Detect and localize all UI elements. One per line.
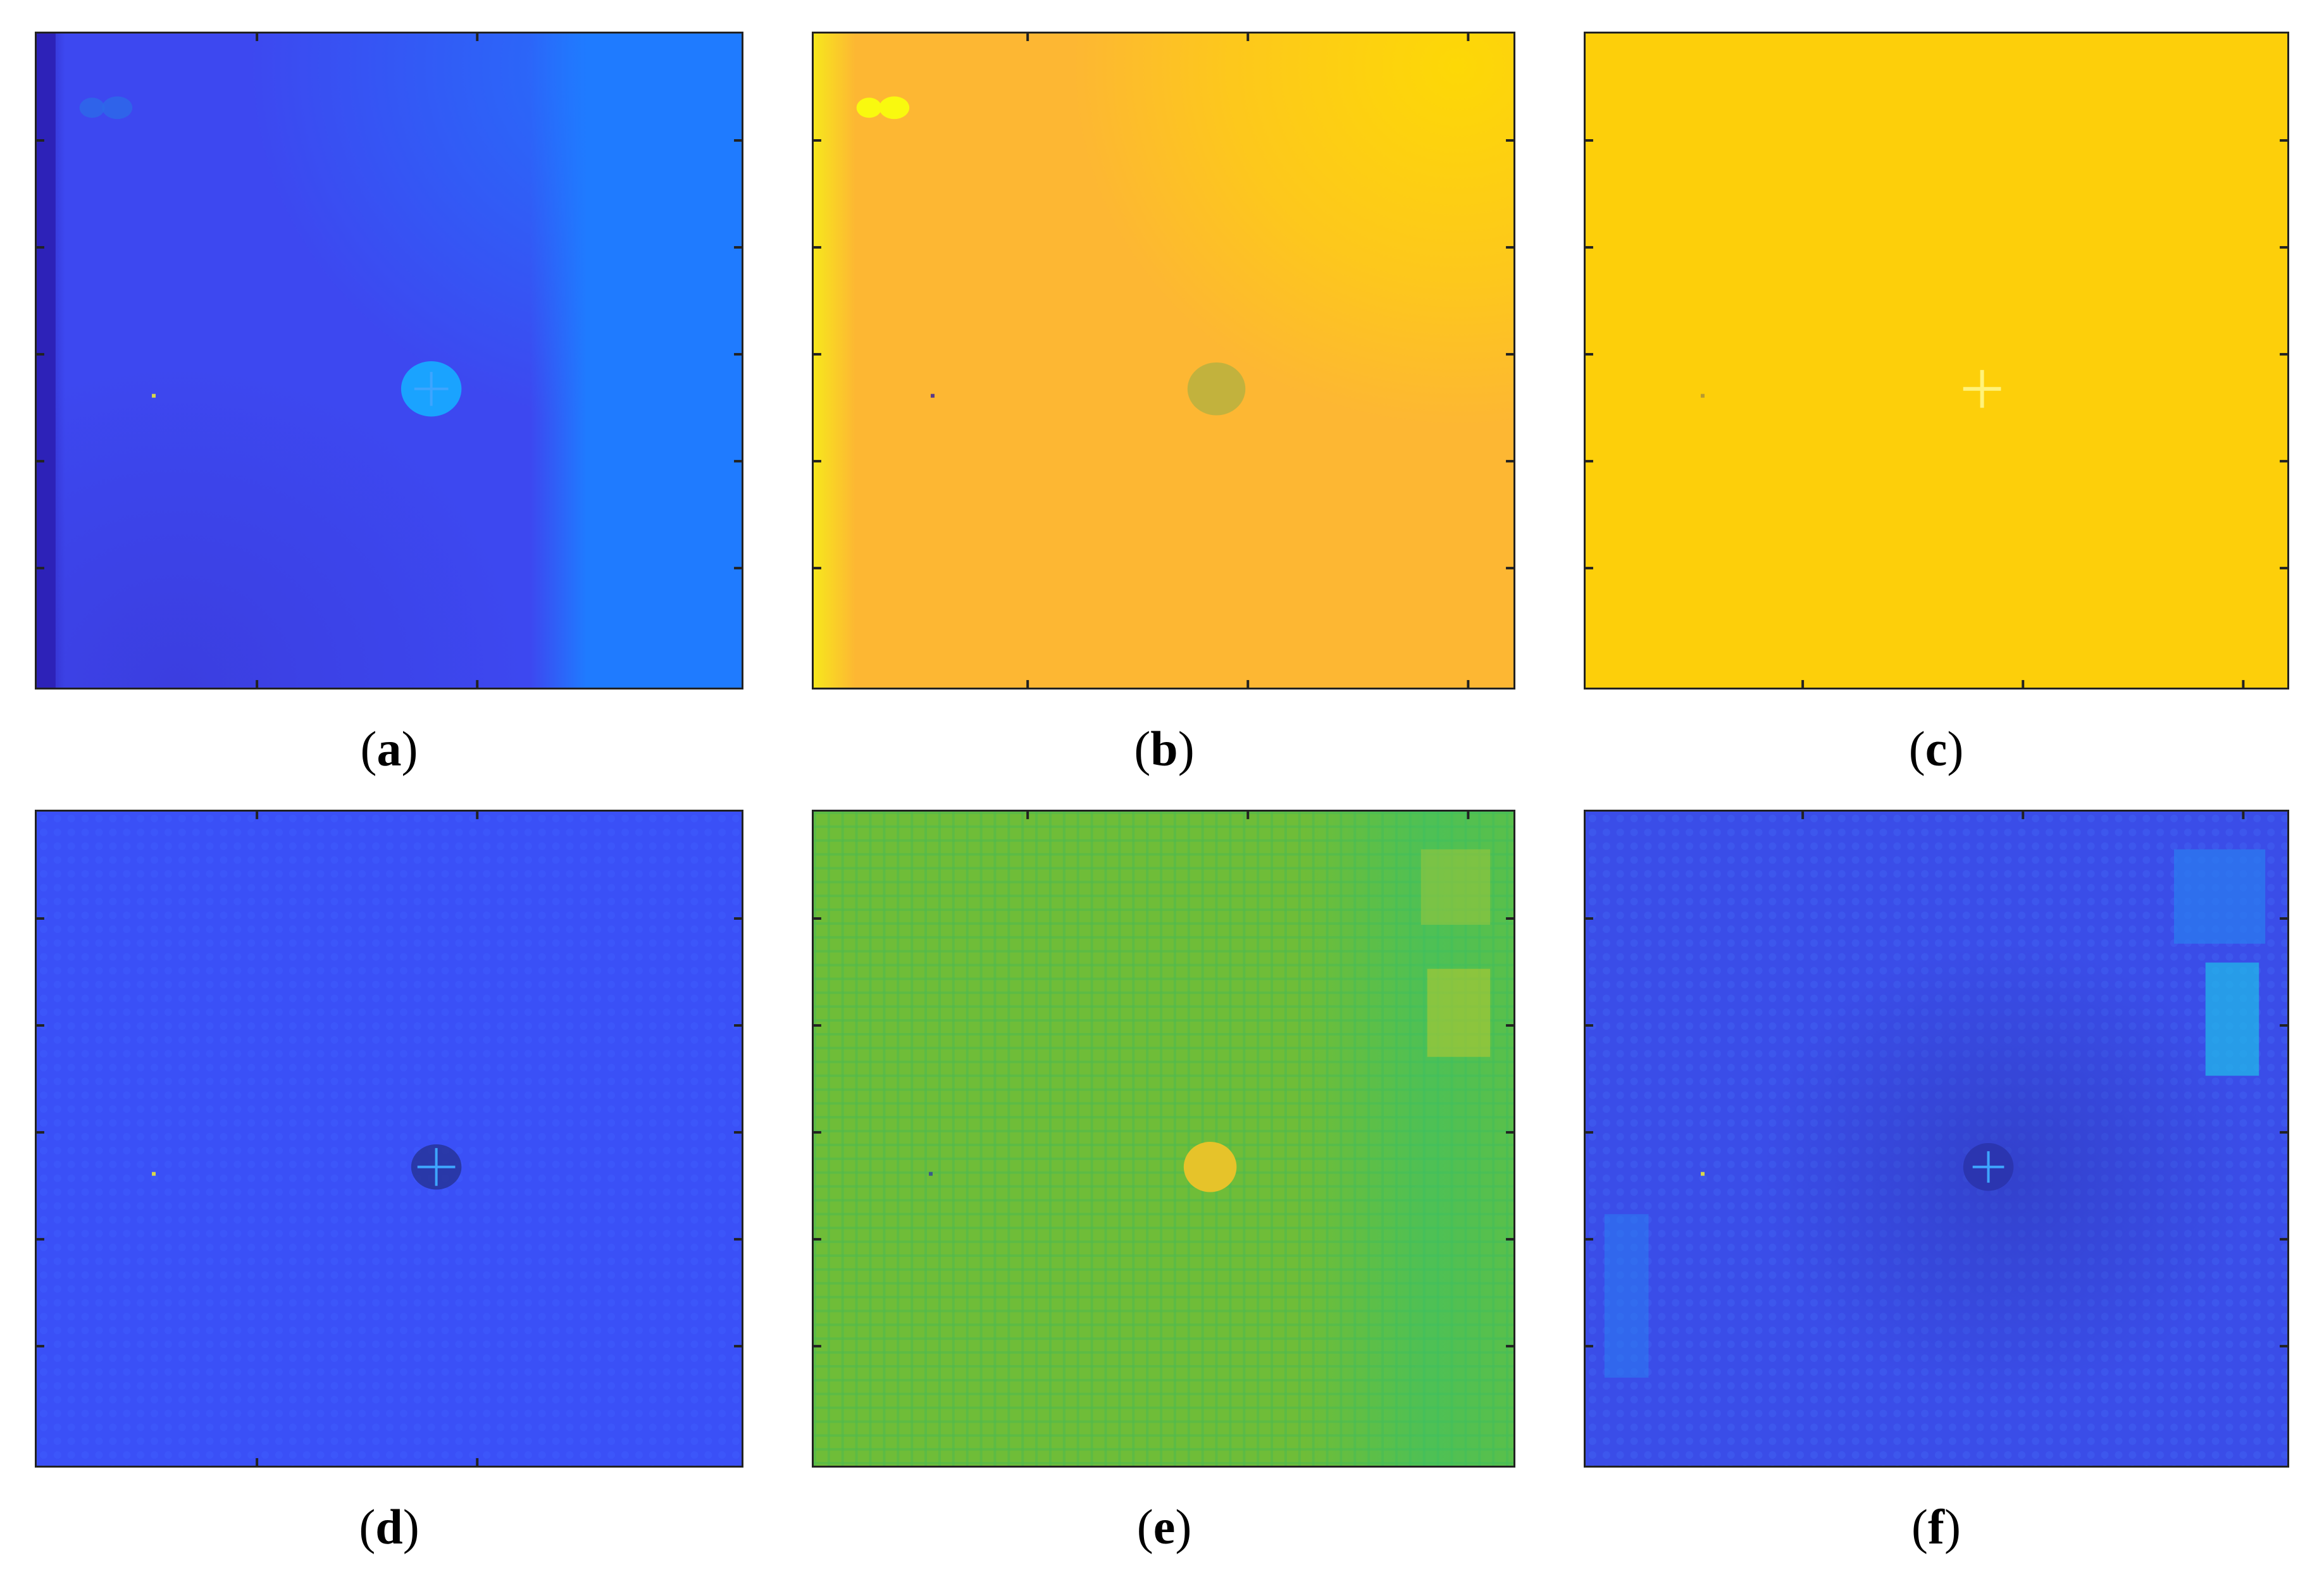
caption-a: (a) (360, 721, 418, 776)
caption-f: (f) (1911, 1499, 1961, 1554)
heatmap-b (814, 34, 1513, 688)
heatmap-b-center-defect (1187, 362, 1246, 416)
caption-c: (c) (1908, 721, 1964, 776)
heatmap-panel-d (35, 810, 743, 1468)
heatmap-f-marker (1701, 1172, 1705, 1176)
heatmap-a-spot-1 (79, 97, 105, 118)
heatmap-a-ticks (37, 34, 742, 688)
heatmap-panel-a (35, 32, 743, 690)
heatmap-a (37, 34, 742, 688)
heatmap-e (814, 812, 1513, 1466)
heatmap-c-marker (1701, 393, 1705, 398)
heatmap-b-spot-2 (879, 96, 910, 120)
heatmap-b-ticks (814, 34, 1513, 688)
heatmap-c-center-defect (1963, 369, 2001, 408)
heatmap-panel-b (812, 32, 1515, 690)
caption-d: (d) (359, 1499, 419, 1554)
heatmap-f (1586, 812, 2287, 1466)
heatmap-e-right-patch-2 (1427, 968, 1491, 1057)
heatmap-a-left-border (37, 34, 56, 688)
heatmap-e-ticks (814, 812, 1513, 1348)
heatmap-c-ticks (1586, 139, 2287, 688)
heatmap-f-right-patch-2 (2205, 962, 2259, 1076)
heatmap-panel-f (1584, 810, 2289, 1468)
heatmap-a-spot-2 (102, 96, 133, 120)
heatmap-panel-e (812, 810, 1515, 1468)
heatmap-e-center-defect (1183, 1141, 1237, 1192)
heatmap-b-marker (930, 393, 935, 398)
heatmap-e-marker (929, 1172, 933, 1176)
caption-b: (b) (1134, 721, 1195, 776)
heatmap-b-spot-1 (856, 97, 882, 118)
heatmap-d-marker (152, 1172, 156, 1176)
heatmap-panel-c (1584, 32, 2289, 690)
heatmap-e-right-patch-1 (1420, 849, 1491, 925)
heatmap-c (1586, 34, 2287, 688)
heatmap-f-ticks (1586, 812, 2287, 1348)
heatmap-f-right-patch-1 (2173, 849, 2266, 944)
caption-e: (e) (1136, 1499, 1192, 1554)
heatmap-f-left-patch (1604, 1214, 1649, 1378)
heatmap-d-ticks (37, 812, 742, 1466)
heatmap-d (37, 812, 742, 1466)
heatmap-a-marker (152, 393, 156, 398)
